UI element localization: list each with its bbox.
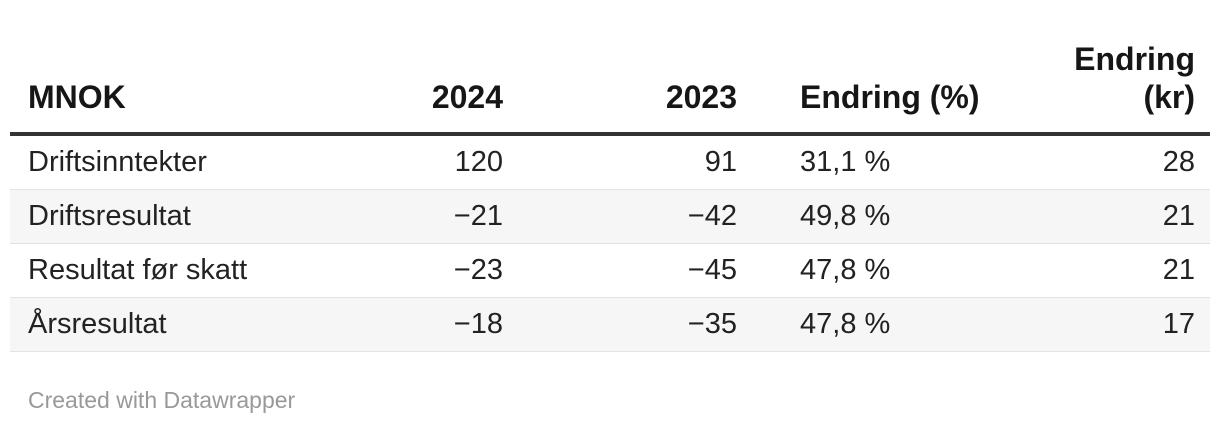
cell-endring-kr: 28	[995, 134, 1210, 190]
cell-2024: −18	[390, 297, 513, 352]
column-header-2023: 2023	[513, 40, 747, 136]
row-label: Driftsinntekter	[10, 134, 390, 190]
cell-2024: −23	[390, 243, 513, 298]
table-header-row: MNOK 2024 2023 Endring (%) Endring (kr)	[10, 40, 1210, 136]
datawrapper-attribution-link[interactable]: Created with Datawrapper	[28, 387, 296, 413]
row-label: Årsresultat	[10, 297, 390, 352]
cell-endring-pct: 49,8 %	[747, 189, 995, 244]
cell-endring-kr: 21	[995, 189, 1210, 244]
column-header-endring-pct: Endring (%)	[747, 40, 995, 136]
cell-2023: −42	[513, 189, 747, 244]
table-row-arsresultat: Årsresultat −18 −35 47,8 % 17	[10, 297, 1210, 352]
table-row-driftsinntekter: Driftsinntekter 120 91 31,1 % 28	[10, 134, 1210, 190]
attribution-footer: Created with Datawrapper	[28, 386, 1210, 414]
cell-endring-kr: 21	[995, 243, 1210, 298]
row-label: Resultat før skatt	[10, 243, 390, 298]
column-header-endring-kr: Endring (kr)	[995, 40, 1210, 136]
cell-2023: 91	[513, 134, 747, 190]
cell-2023: −35	[513, 297, 747, 352]
cell-2023: −45	[513, 243, 747, 298]
column-header-2024: 2024	[390, 40, 513, 136]
cell-2024: −21	[390, 189, 513, 244]
datawrapper-table-chart: MNOK 2024 2023 Endring (%) Endring (kr) …	[0, 40, 1220, 428]
financial-results-table: MNOK 2024 2023 Endring (%) Endring (kr) …	[10, 40, 1210, 352]
cell-endring-pct: 47,8 %	[747, 297, 995, 352]
cell-endring-pct: 47,8 %	[747, 243, 995, 298]
row-label: Driftsresultat	[10, 189, 390, 244]
cell-endring-pct: 31,1 %	[747, 134, 995, 190]
cell-2024: 120	[390, 134, 513, 190]
column-header-mnok: MNOK	[10, 40, 390, 136]
table-row-resultat-for-skatt: Resultat før skatt −23 −45 47,8 % 21	[10, 243, 1210, 298]
cell-endring-kr: 17	[995, 297, 1210, 352]
table-row-driftsresultat: Driftsresultat −21 −42 49,8 % 21	[10, 189, 1210, 244]
